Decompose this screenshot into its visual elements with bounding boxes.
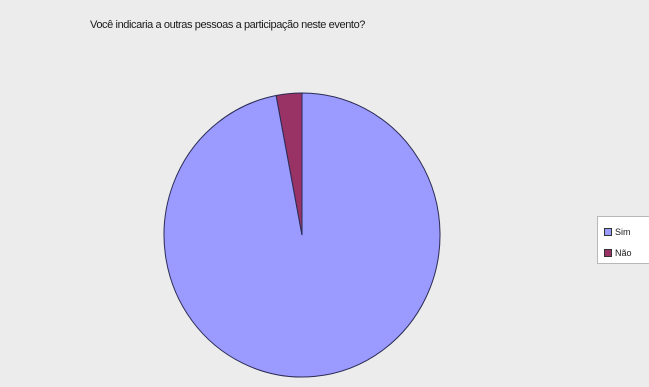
legend-swatch — [604, 227, 612, 236]
legend-item: Sim — [598, 221, 649, 242]
legend-swatch — [604, 248, 612, 257]
legend-item: Não — [598, 242, 649, 263]
legend: Sim Não — [597, 216, 649, 264]
legend-label: Não — [615, 247, 632, 258]
pie-slice-nao — [275, 92, 303, 236]
legend-label: Sim — [615, 226, 631, 237]
chart-title: Você indicaria a outras pessoas a partic… — [90, 19, 366, 31]
